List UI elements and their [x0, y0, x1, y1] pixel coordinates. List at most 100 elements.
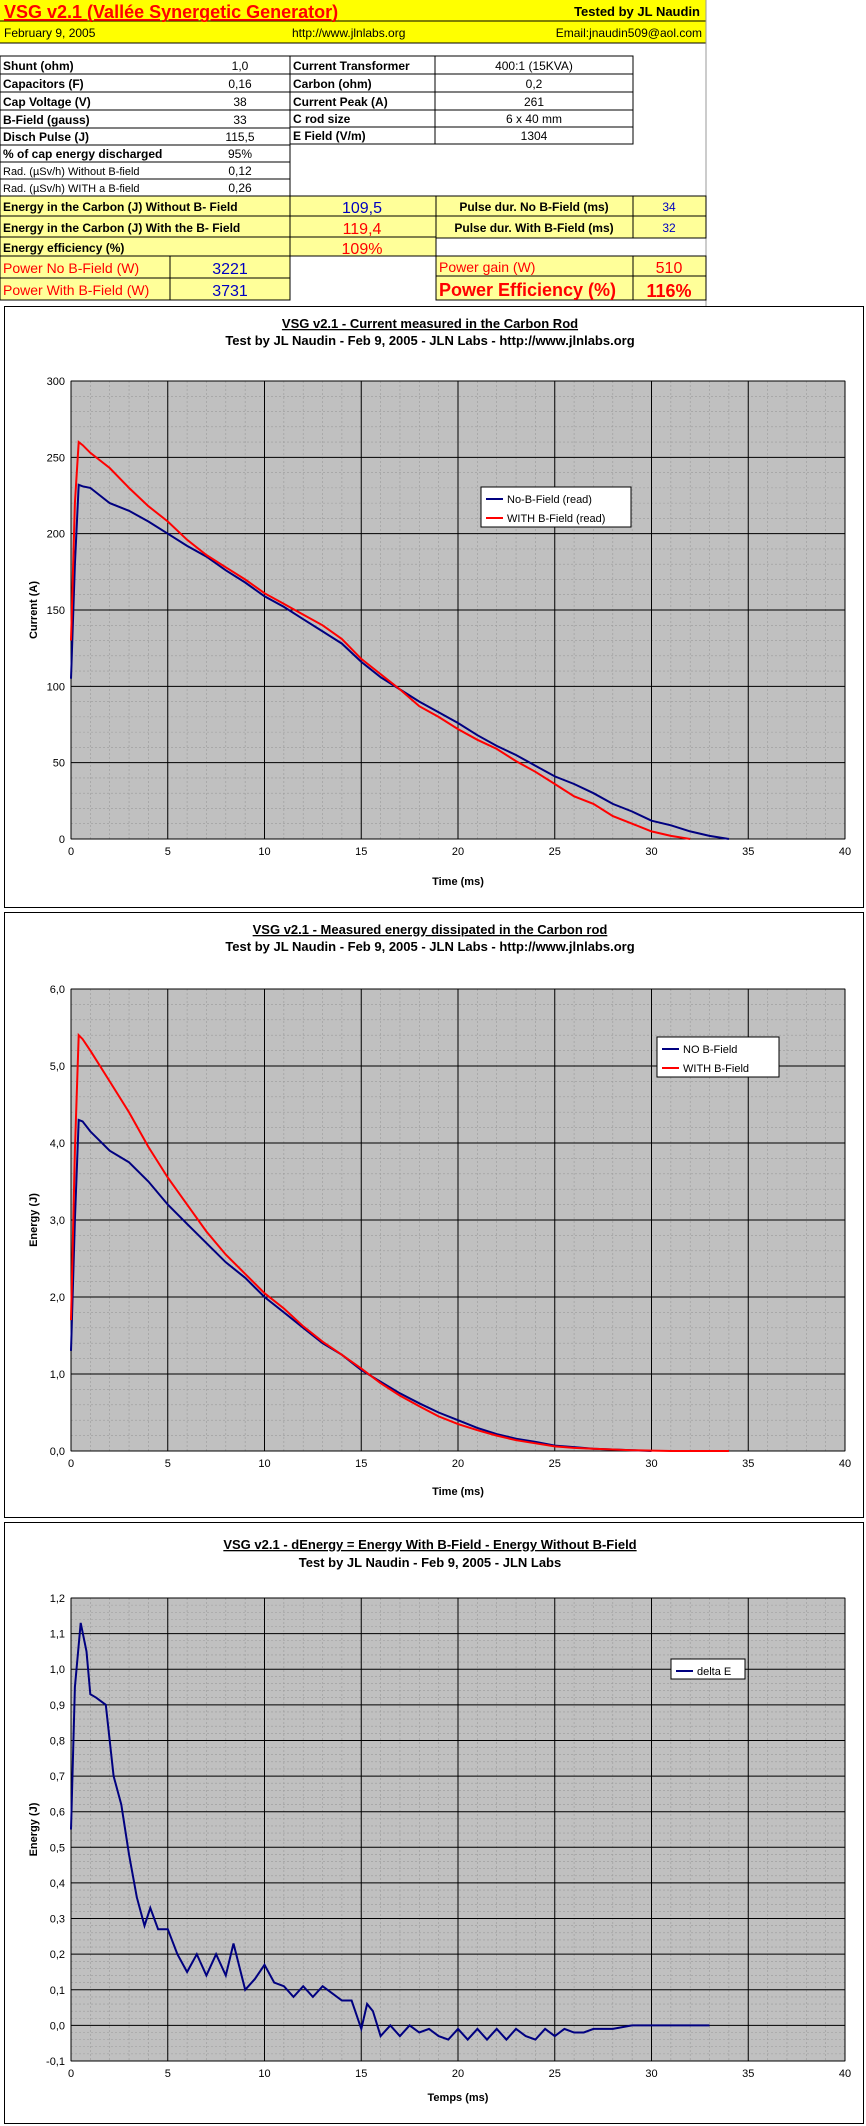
- x-tick-label: 35: [742, 1458, 754, 1470]
- param-label: Current Peak (A): [293, 95, 388, 109]
- param-label: Cap Voltage (V): [3, 95, 91, 109]
- y-tick-label: 0,5: [50, 1842, 65, 1854]
- x-tick-label: 10: [258, 846, 270, 858]
- y-tick-label: 1,0: [50, 1664, 65, 1676]
- param-label: Shunt (ohm): [3, 59, 74, 73]
- y-tick-label: 0,6: [50, 1807, 65, 1819]
- efficiency-value: 109%: [342, 241, 383, 258]
- pulse-with-label: Pulse dur. With B-Field (ms): [454, 221, 613, 235]
- power-no-label: Power No B-Field (W): [3, 260, 139, 276]
- power-with-label: Power With B-Field (W): [3, 282, 149, 298]
- y-tick-label: 250: [47, 452, 65, 464]
- x-tick-label: 40: [839, 1458, 851, 1470]
- x-tick-label: 35: [742, 846, 754, 858]
- test-date: February 9, 2005: [4, 26, 96, 40]
- y-tick-label: 0: [59, 834, 65, 846]
- spreadsheet-area: VSG v2.1 (Vallée Synergetic Generator) T…: [0, 0, 707, 306]
- params-left-table: Shunt (ohm) 1,0 Capacitors (F) 0,16 Cap …: [0, 55, 291, 197]
- y-axis-label: Current (A): [28, 581, 40, 639]
- x-tick-label: 40: [839, 2068, 851, 2080]
- x-tick-label: 5: [165, 1458, 171, 1470]
- power-eff-label: Power Efficiency (%): [439, 280, 616, 300]
- x-tick-label: 0: [68, 2068, 74, 2080]
- y-tick-label: 0,3: [50, 1914, 65, 1926]
- efficiency-label: Energy efficiency (%): [3, 241, 124, 255]
- pulse-with-value: 32: [662, 221, 676, 235]
- param-value: 115,5: [225, 130, 254, 144]
- chart-current-svg: 0 5 10 15 20 25 30 35 40 0 50 100 150 200 250 300 VSG v2…: [28, 316, 851, 888]
- param-value: 0,26: [228, 181, 252, 195]
- y-tick-label: -0,1: [46, 2056, 65, 2068]
- x-tick-label: 20: [452, 846, 464, 858]
- legend-label: WITH B-Field: [683, 1063, 749, 1075]
- x-tick-label: 15: [355, 1458, 367, 1470]
- param-label: Rad. (µSv/h) Without B-field: [3, 166, 140, 178]
- param-label: E Field (V/m): [293, 129, 366, 143]
- y-tick-label: 3,0: [50, 1215, 65, 1227]
- power-no-value: 3221: [212, 261, 248, 278]
- sheet-title: VSG v2.1 (Vallée Synergetic Generator): [4, 2, 338, 22]
- pulse-no-value: 34: [662, 200, 676, 214]
- energy-without-value: 109,5: [342, 200, 382, 217]
- param-value: 0,16: [228, 77, 252, 91]
- x-tick-label: 30: [645, 846, 657, 858]
- x-tick-label: 25: [549, 1458, 561, 1470]
- params-right-table: Current Transformer 400:1 (15KVA) Carbon…: [289, 55, 634, 145]
- x-tick-label: 0: [68, 846, 74, 858]
- y-tick-label: 0,8: [50, 1735, 65, 1747]
- param-label: B-Field (gauss): [3, 113, 90, 127]
- chart-title: VSG v2.1 - Current measured in the Carbo…: [282, 316, 578, 331]
- results-table: Energy in the Carbon (J) Without B- Fiel…: [0, 195, 707, 301]
- x-tick-label: 0: [68, 1458, 74, 1470]
- y-tick-label: 1,0: [50, 1369, 65, 1381]
- x-tick-label: 30: [645, 2068, 657, 2080]
- x-tick-label: 10: [258, 2068, 270, 2080]
- chart-subtitle: Test by JL Naudin - Feb 9, 2005 - JLN La…: [225, 333, 634, 348]
- y-tick-label: 1,1: [50, 1629, 65, 1641]
- email[interactable]: Email:jnaudin509@aol.com: [556, 26, 702, 40]
- x-tick-label: 5: [165, 846, 171, 858]
- site-url[interactable]: http://www.jlnlabs.org: [292, 26, 405, 40]
- chart-subtitle: Test by JL Naudin - Feb 9, 2005 - JLN La…: [299, 1555, 561, 1570]
- y-tick-label: 0,4: [50, 1878, 65, 1890]
- energy-with-value: 119,4: [343, 221, 382, 238]
- energy-without-label: Energy in the Carbon (J) Without B- Fiel…: [3, 200, 238, 214]
- y-tick-label: 0,1: [50, 1985, 65, 1997]
- tested-by: Tested by JL Naudin: [574, 4, 700, 19]
- series-line: [70, 483, 730, 840]
- param-value: 400:1 (15KVA): [495, 59, 573, 73]
- y-tick-label: 200: [47, 529, 65, 541]
- legend-box: [670, 1658, 746, 1680]
- param-value: 261: [524, 95, 544, 109]
- y-tick-label: 50: [53, 758, 65, 770]
- x-tick-label: 20: [452, 2068, 464, 2080]
- y-tick-label: 100: [47, 681, 65, 693]
- x-tick-label: 15: [355, 846, 367, 858]
- param-value: 1304: [521, 129, 548, 143]
- legend-box: [656, 1036, 780, 1078]
- series-line: [70, 440, 691, 840]
- x-tick-label: 25: [549, 2068, 561, 2080]
- x-axis-label: Temps (ms): [428, 2092, 489, 2104]
- x-tick-label: 15: [355, 2068, 367, 2080]
- series-line: [70, 1622, 710, 2042]
- chart-current: 0 5 10 15 20 25 30 35 40 0 50 100 150 200 250 300 VSG v2…: [4, 306, 864, 908]
- y-axis-label: Energy (J): [28, 1193, 40, 1247]
- x-tick-label: 25: [549, 846, 561, 858]
- x-axis-label: Time (ms): [432, 876, 484, 888]
- legend-label: NO B-Field: [683, 1044, 737, 1056]
- chart-delta-svg: 0 5 10 15 20 25 30 35 40 -0,1 0,0 0,1 0,2 0,3 0,4 0,5 0,…: [28, 1537, 851, 2104]
- x-tick-label: 10: [258, 1458, 270, 1470]
- chart-energy: 0 5 10 15 20 25 30 35 40 0,0 1,0 2,0 3,0 4,0 5,0 6,0 VSG…: [4, 912, 864, 1518]
- param-label: Capacitors (F): [3, 77, 84, 91]
- param-value: 38: [233, 95, 247, 109]
- legend-label: delta E: [697, 1666, 731, 1678]
- param-label: % of cap energy discharged: [3, 147, 162, 161]
- chart-title: VSG v2.1 - dEnergy = Energy With B-Field…: [223, 1537, 636, 1552]
- param-label: Rad. (µSv/h) WITH a B-field: [3, 183, 140, 195]
- chart-subtitle: Test by JL Naudin - Feb 9, 2005 - JLN La…: [225, 939, 634, 954]
- chart-energy-svg: 0 5 10 15 20 25 30 35 40 0,0 1,0 2,0 3,0 4,0 5,0 6,0 VSG…: [28, 922, 851, 1498]
- param-value: 95%: [228, 147, 252, 161]
- param-value: 33: [233, 113, 247, 127]
- power-gain-label: Power gain (W): [439, 259, 535, 275]
